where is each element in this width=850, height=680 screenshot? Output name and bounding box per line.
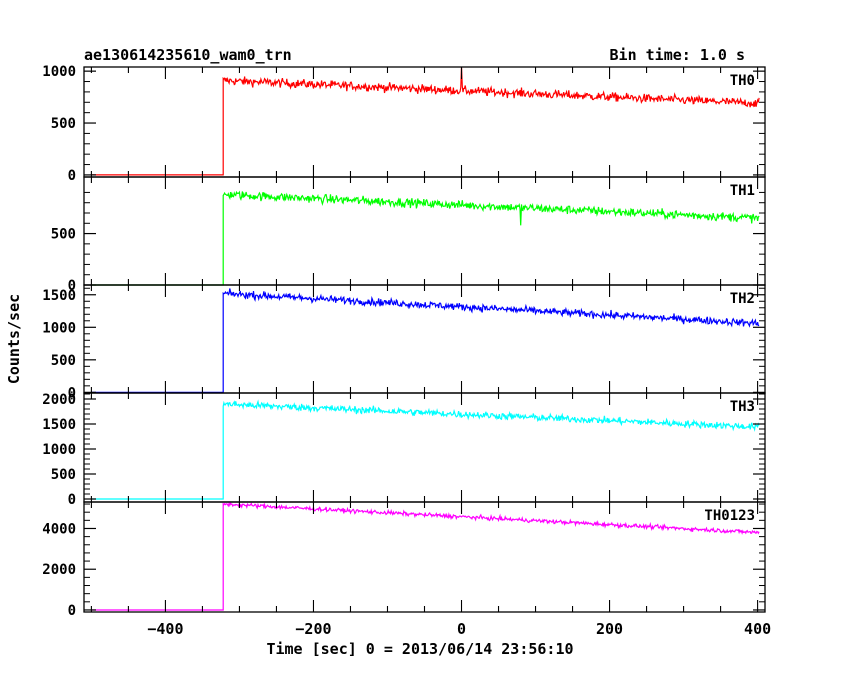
panel-frame [83, 392, 766, 503]
y-tick-label: 1000 [42, 442, 76, 458]
x-tick-label: 200 [596, 620, 623, 638]
plot-title: ae130614235610_wam0_trn [84, 46, 292, 64]
y-tick-label: 1000 [42, 64, 76, 80]
bin-time-label: Bin time: 1.0 s [610, 46, 745, 64]
x-tick-label: −400 [147, 620, 183, 638]
series-line-th0123 [91, 501, 760, 611]
x-tick-label: 0 [457, 620, 466, 638]
y-tick-label: 0 [68, 168, 76, 184]
y-tick-label: 500 [51, 467, 76, 483]
y-tick-label: 2000 [42, 562, 76, 578]
y-tick-label: 4000 [42, 521, 76, 537]
y-tick-label: 500 [51, 227, 76, 243]
y-tick-label: 0 [68, 603, 76, 619]
panel-frame [83, 284, 766, 394]
panel-th0: 0 500 1000 TH0 [42, 64, 766, 184]
series-line-th1 [91, 190, 760, 286]
y-tick-label: 500 [51, 353, 76, 369]
series-line-th0 [91, 66, 760, 176]
x-tick-label: −200 [295, 620, 331, 638]
y-tick-label: 0 [68, 492, 76, 508]
y-tick-label: 2000 [42, 392, 76, 408]
y-axis-label: Counts/sec [5, 294, 23, 384]
x-axis: −400 −200 0 200 400 [147, 620, 771, 638]
panel-label: TH2 [730, 291, 755, 307]
panel-th3: 0 500 1000 1500 2000 TH3 [42, 392, 766, 508]
series-line-th2 [91, 288, 760, 393]
y-tick-label: 1000 [42, 320, 76, 336]
y-tick-label: 1500 [42, 417, 76, 433]
panel-label: TH3 [730, 399, 755, 415]
y-tick-label: 1500 [42, 288, 76, 304]
x-axis-label: Time [sec] 0 = 2013/06/14 23:56:10 [266, 640, 573, 658]
panel-label: TH0 [730, 73, 755, 89]
panel-frame [83, 176, 766, 286]
panel-label: TH0123 [704, 508, 755, 524]
panel-frame [83, 66, 766, 178]
series-line-th3 [91, 399, 760, 500]
y-tick-label: 0 [68, 278, 76, 294]
panel-label: TH1 [730, 183, 755, 199]
panel-th0123: 0 2000 4000 TH0123 [42, 501, 766, 619]
y-tick-label: 500 [51, 116, 76, 132]
panel-frame [83, 501, 766, 613]
y-tick-label: 0 [68, 385, 76, 401]
panels-group: 0 500 1000 TH0 0 500 TH1 0 500 1000 1500 TH2 0 500 100… [42, 64, 766, 619]
panel-th2: 0 500 1000 1500 TH2 [42, 284, 766, 401]
x-tick-label: 400 [744, 620, 771, 638]
panel-th1: 0 500 TH1 [51, 176, 766, 294]
